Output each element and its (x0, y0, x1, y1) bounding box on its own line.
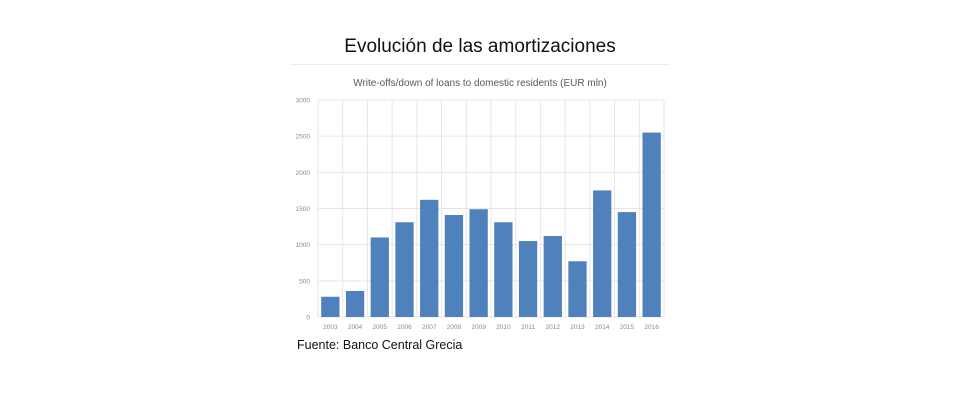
bar-2006 (395, 222, 414, 317)
x-tick-label: 2005 (373, 324, 388, 331)
source-note: Fuente: Banco Central Grecia (297, 338, 463, 352)
y-axis-ticks: 0 500 1000 1500 2000 2500 3000 (296, 98, 311, 322)
x-tick-label: 2004 (348, 324, 363, 331)
x-tick-label: 2011 (521, 324, 535, 331)
title-divider (290, 64, 670, 65)
y-tick-label: 0 (306, 315, 310, 322)
bar-2015 (617, 212, 637, 317)
x-tick-label: 2007 (422, 324, 437, 331)
x-tick-label: 2003 (323, 324, 338, 331)
bar-2013 (568, 261, 587, 317)
x-tick-label: 2010 (496, 324, 511, 331)
y-tick-label: 1500 (296, 206, 311, 213)
x-tick-label: 2009 (471, 324, 486, 331)
page-title: Evolución de las amortizaciones (344, 36, 616, 57)
y-tick-label: 1000 (296, 242, 311, 249)
bar-2016 (642, 132, 661, 317)
x-tick-label: 2006 (397, 324, 412, 331)
x-tick-label: 2008 (447, 324, 462, 331)
bar-2005 (370, 237, 389, 317)
bar-2009 (469, 209, 488, 317)
grid-lines (317, 99, 665, 318)
chart-subtitle: Write-offs/down of loans to domestic res… (353, 78, 607, 89)
bar-2011 (518, 241, 538, 317)
bar-2004 (345, 290, 365, 317)
bar-2012 (543, 235, 562, 317)
y-tick-label: 2000 (296, 170, 311, 177)
bar-2010 (494, 222, 513, 317)
y-tick-label: 500 (299, 278, 310, 285)
x-tick-label: 2016 (644, 324, 659, 331)
x-tick-label: 2014 (595, 324, 610, 331)
y-tick-label: 2500 (296, 134, 311, 141)
x-tick-label: 2015 (620, 324, 635, 331)
bar-2007 (420, 199, 439, 317)
bar-2014 (593, 190, 612, 317)
x-tick-label: 2012 (546, 324, 561, 331)
bar-2003 (321, 296, 340, 317)
bar-2008 (444, 215, 464, 317)
x-tick-label: 2013 (570, 324, 585, 331)
y-tick-label: 3000 (296, 98, 311, 105)
bars (321, 132, 661, 317)
x-axis-ticks: 2003 2004 2005 2006 2007 2008 2009 2010 2011 2012… (323, 324, 659, 331)
